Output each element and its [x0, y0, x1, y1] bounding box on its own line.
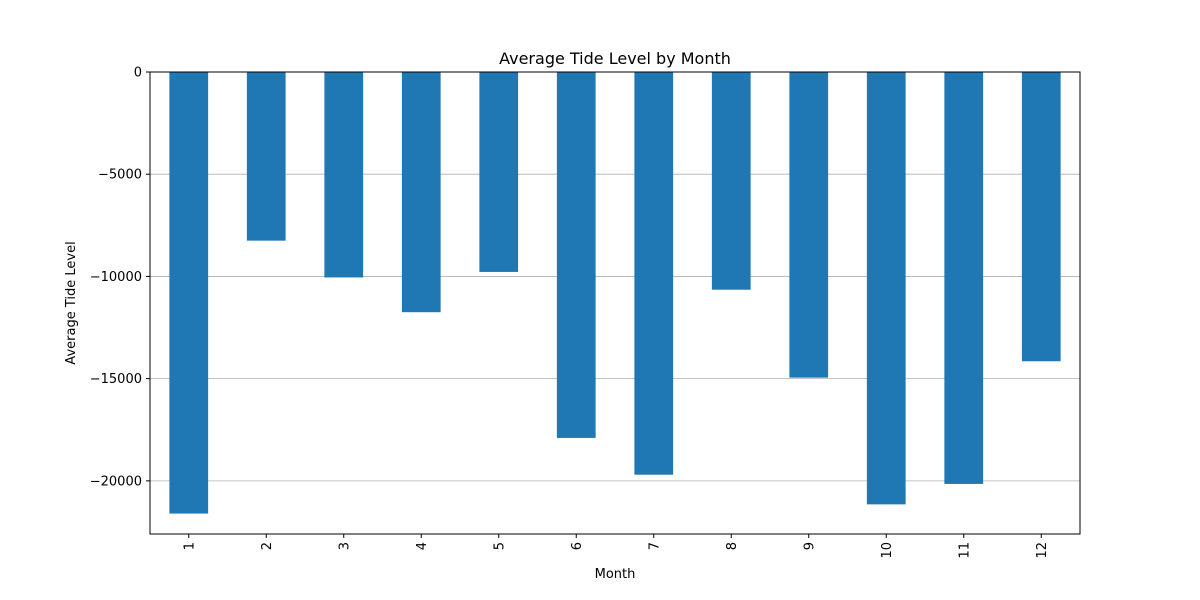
x-axis-label: Month: [595, 567, 636, 582]
bars: [169, 72, 1061, 514]
bar-month-2: [246, 72, 286, 241]
y-axis-label: Average Tide Level: [64, 241, 79, 364]
bar-month-11: [944, 72, 984, 484]
x-tick-label: 6: [570, 542, 585, 550]
x-tick-label: 9: [802, 542, 817, 550]
y-tick-label: 0: [134, 66, 142, 81]
x-tick-label: 11: [957, 542, 972, 559]
plot-frame: [149, 71, 1081, 535]
x-tick-label: 1: [182, 542, 197, 550]
x-tick-label: 8: [725, 542, 740, 550]
bar-month-9: [789, 72, 829, 378]
bar-month-4: [401, 72, 441, 313]
x-tick-label: 10: [880, 542, 895, 559]
x-tick-label: 2: [260, 542, 275, 550]
y-tick-label: −5000: [98, 168, 142, 183]
y-tick-label: −15000: [90, 372, 142, 387]
y-tick-label: −10000: [90, 270, 142, 285]
bar-month-3: [324, 72, 364, 278]
chart-title: Average Tide Level by Month: [499, 49, 731, 68]
bar-month-1: [169, 72, 209, 514]
x-axis: 1 2 3 4 5 6 7 8 9 10 11 12: [182, 534, 1050, 559]
bar-month-5: [479, 72, 519, 272]
x-tick-label: 12: [1035, 542, 1050, 559]
bar-month-7: [634, 72, 674, 475]
x-tick-label: 4: [415, 542, 430, 550]
x-tick-label: 3: [337, 542, 352, 550]
x-tick-label: 5: [492, 542, 507, 550]
y-axis: 0 −5000 −10000 −15000 −20000: [90, 66, 150, 489]
bar-month-12: [1021, 72, 1061, 362]
y-tick-label: −20000: [90, 474, 142, 489]
x-tick-label: 7: [647, 542, 662, 550]
bar-month-6: [556, 72, 596, 438]
gridlines: [150, 71, 1080, 482]
bar-month-8: [711, 72, 751, 290]
bar-month-10: [866, 72, 906, 505]
